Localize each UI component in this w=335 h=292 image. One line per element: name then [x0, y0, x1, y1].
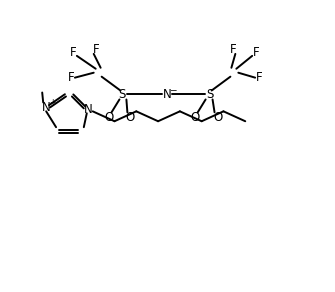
Text: F: F — [68, 71, 74, 84]
Text: S: S — [119, 88, 126, 101]
Text: O: O — [126, 111, 135, 124]
Text: −: − — [169, 85, 177, 94]
Text: F: F — [70, 46, 76, 59]
Text: +: + — [49, 98, 55, 107]
Text: F: F — [256, 71, 262, 84]
Text: N: N — [42, 101, 51, 114]
Text: N: N — [162, 88, 172, 101]
Text: O: O — [213, 111, 222, 124]
Text: F: F — [253, 46, 260, 59]
Text: F: F — [230, 44, 237, 56]
Text: S: S — [206, 88, 213, 101]
Text: F: F — [92, 44, 99, 56]
Text: O: O — [104, 111, 113, 124]
Text: N: N — [83, 103, 92, 116]
Text: O: O — [190, 111, 199, 124]
